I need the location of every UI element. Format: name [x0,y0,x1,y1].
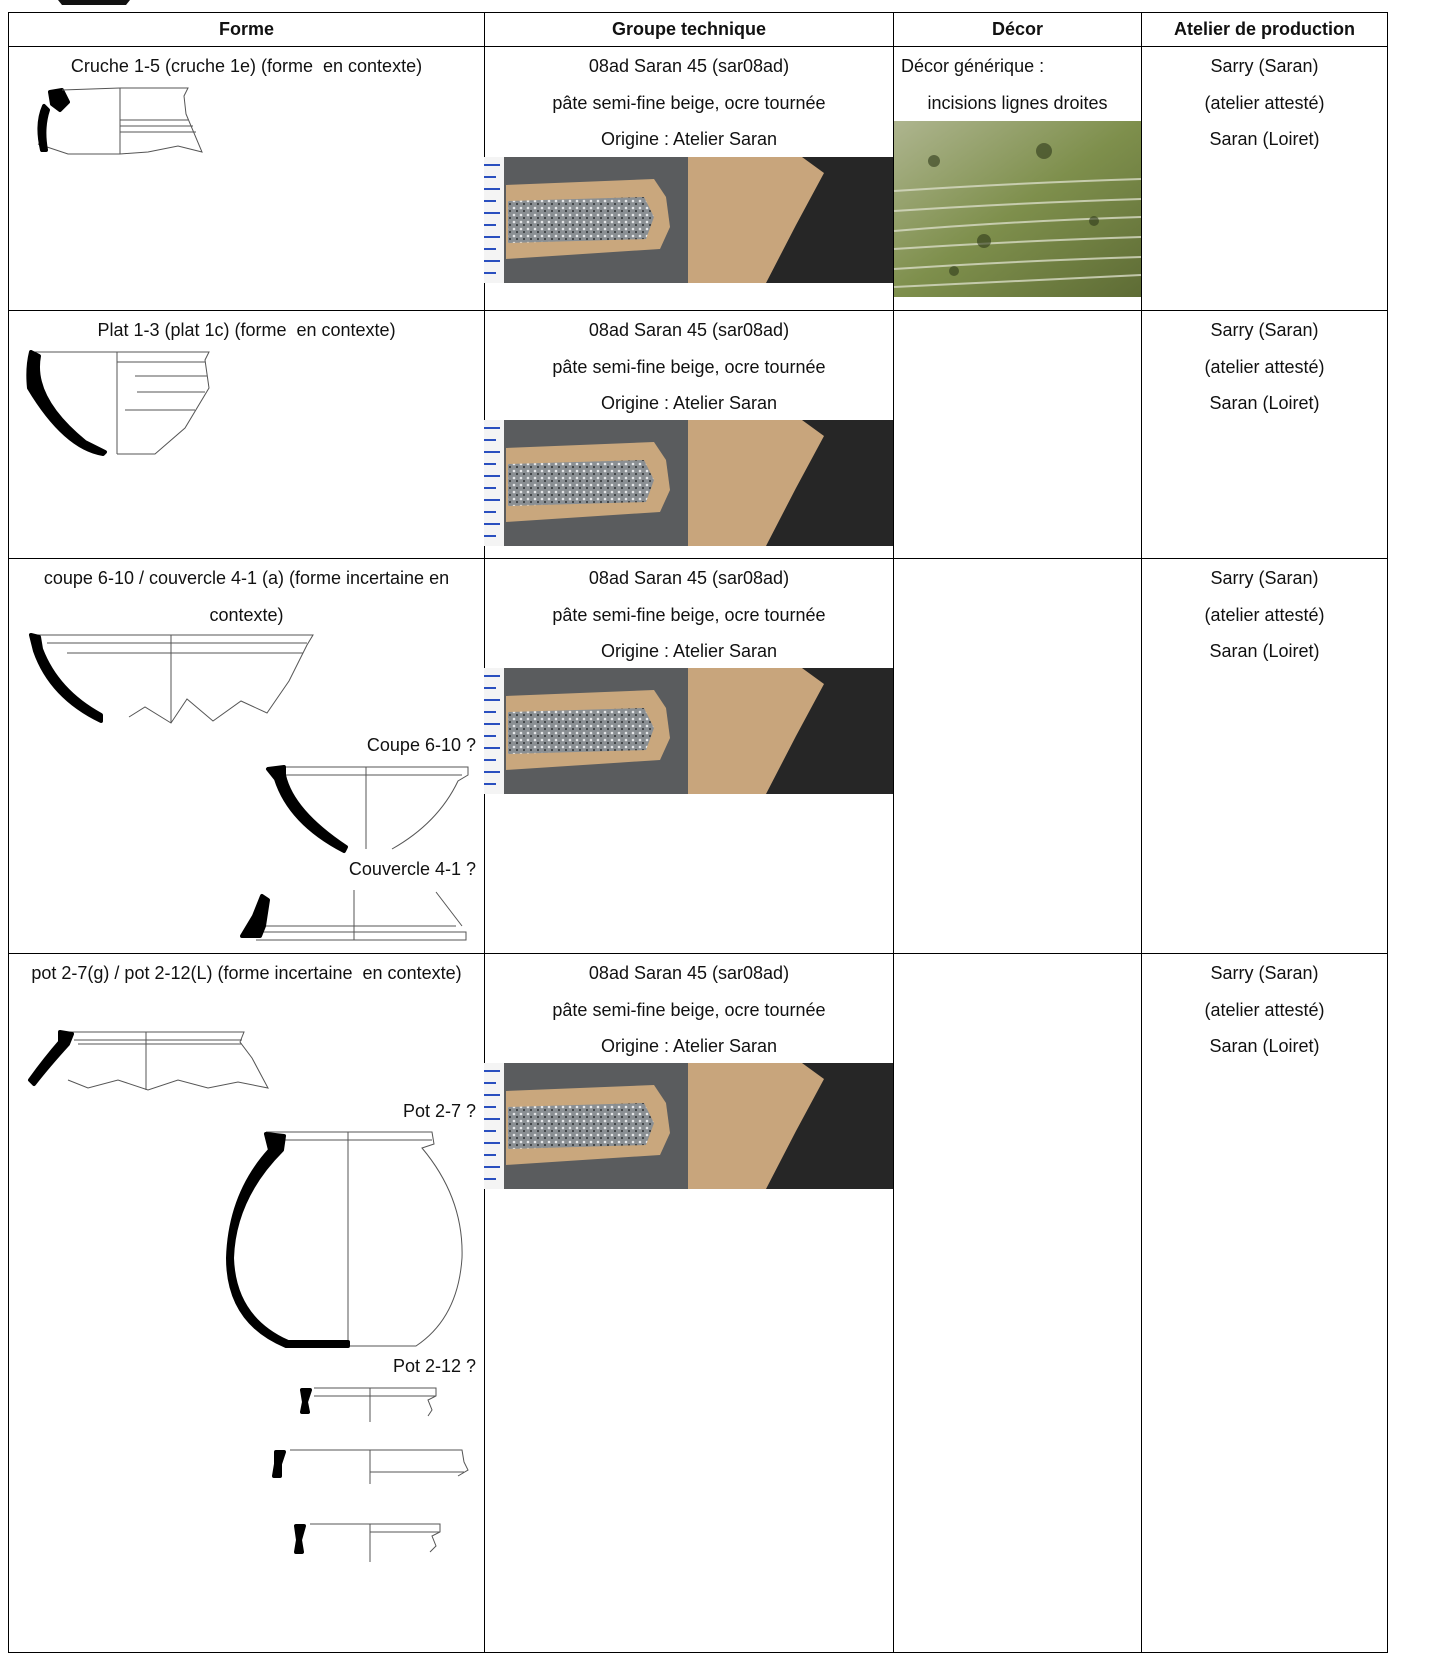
vessel-drawing [26,350,210,456]
forme-text: Cruche 1-5 (cruche 1e) (forme en context… [70,56,423,76]
vessel-drawing [29,633,314,724]
header-cell: Groupe technique [484,12,894,47]
atelier-cell: Sarry (Saran) (atelier attesté) Saran (L… [1141,953,1388,1653]
atelier-cell: Sarry (Saran) (atelier attesté) Saran (L… [1141,310,1388,559]
forme-cell: coupe 6-10 / couvercle 4-1 (a) (forme in… [8,558,485,954]
atelier-line: Saran (Loiret) [1209,641,1320,662]
groupe-line: pâte semi-fine beige, ocre tournée [552,356,826,377]
atelier-line: Saran (Loiret) [1209,1036,1320,1057]
groupe-line: pâte semi-fine beige, ocre tournée [552,92,826,113]
atelier-cell: Sarry (Saran) (atelier attesté) Saran (L… [1141,558,1388,954]
header-cell: Décor [893,12,1142,47]
groupe-cell: 08ad Saran 45 (sar08ad) pâte semi-fine b… [484,953,894,1653]
figure-label: Coupe 6-10 ? [366,735,476,755]
rim-drawing [294,1523,441,1562]
header-cell: Forme [8,12,485,47]
atelier-line: Sarry (Saran) [1210,56,1319,76]
rim-drawing [300,1387,437,1422]
forme-text: pot 2-7(g) / pot 2-12(L) (forme incertai… [31,963,462,983]
groupe-line: Origine : Atelier Saran [600,1036,778,1057]
atelier-line: (atelier attesté) [1204,999,1325,1020]
header-cell: Atelier de production [1141,12,1388,47]
figure-label: Pot 2-7 ? [402,1101,476,1121]
groupe-line: Origine : Atelier Saran [600,641,778,662]
decor-photo [893,121,1142,297]
groupe-line: 08ad Saran 45 (sar08ad) [588,56,790,76]
groupe-line: 08ad Saran 45 (sar08ad) [588,963,790,983]
decor-cell [893,558,1142,954]
groupe-line: Origine : Atelier Saran [600,393,778,414]
atelier-line: Sarry (Saran) [1210,320,1319,340]
atelier-line: (atelier attesté) [1204,356,1325,377]
atelier-line: Saran (Loiret) [1209,393,1320,414]
forme-text: coupe 6-10 / couvercle 4-1 (a) (forme in… [43,568,455,625]
figure-label: Couvercle 4-1 ? [348,859,476,879]
decor-line: Décor générique : [901,56,1045,76]
atelier-cell: Sarry (Saran) (atelier attesté) Saran (L… [1141,46,1388,311]
vessel-drawing [226,1131,463,1348]
atelier-line: Saran (Loiret) [1209,129,1320,150]
vessel-drawing [240,890,467,941]
sherd-photo [484,420,893,546]
rim-drawing [272,1449,469,1484]
decor-cell [893,310,1142,559]
vessel-drawing [266,765,469,853]
sherd-photo [484,1063,893,1189]
decor-cell [893,953,1142,1653]
groupe-line: 08ad Saran 45 (sar08ad) [588,568,790,588]
atelier-line: Sarry (Saran) [1210,568,1319,588]
atelier-line: (atelier attesté) [1204,92,1325,113]
vessel-drawing [28,1030,269,1091]
groupe-line: pâte semi-fine beige, ocre tournée [552,604,826,625]
atelier-line: (atelier attesté) [1204,604,1325,625]
cropped-logo [58,0,130,5]
sherd-photo [484,157,893,283]
forme-text: Plat 1-3 (plat 1c) (forme en contexte) [97,320,396,340]
groupe-line: Origine : Atelier Saran [600,129,778,150]
atelier-line: Sarry (Saran) [1210,963,1319,983]
figure-label: Pot 2-12 ? [392,1356,476,1376]
sherd-photo [484,668,893,794]
decor-line: incisions lignes droites [927,92,1108,113]
vessel-drawing [37,87,203,155]
groupe-line: 08ad Saran 45 (sar08ad) [588,320,790,340]
groupe-line: pâte semi-fine beige, ocre tournée [552,999,826,1020]
